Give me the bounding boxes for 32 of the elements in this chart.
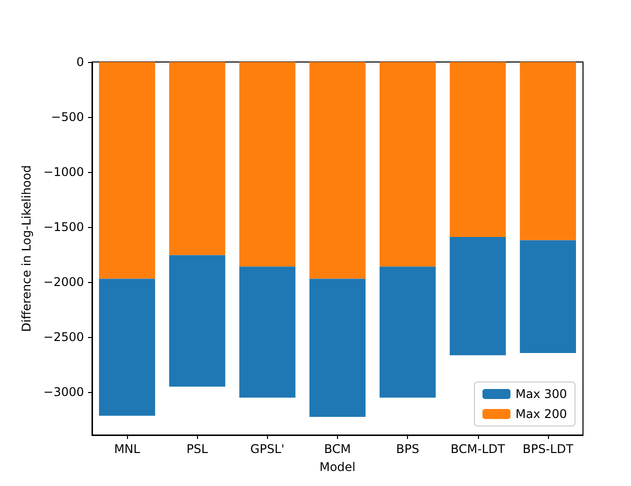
bar: [520, 62, 576, 240]
bar: [169, 62, 226, 256]
x-axis-title: Model: [319, 460, 356, 474]
bar: [169, 255, 226, 387]
x-tick-label: BCM-LDT: [450, 442, 506, 456]
x-tick-label: MNL: [114, 442, 140, 456]
x-tick-label: BCM: [324, 442, 351, 456]
y-tick-label: 0: [76, 55, 84, 69]
bar: [239, 62, 296, 267]
bar: [380, 266, 436, 398]
y-axis-title: Difference in Log-Likelihood: [20, 165, 34, 332]
x-tick-label: BPS-LDT: [522, 442, 574, 456]
bar: [309, 62, 366, 279]
bar: [239, 266, 296, 398]
y-tick-label: −2000: [43, 275, 84, 290]
legend-label: Max 200: [515, 407, 568, 421]
bar: [99, 278, 156, 416]
y-tick-label: −500: [51, 110, 84, 124]
x-tick-label: BPS: [396, 442, 420, 456]
x-tick-label: PSL: [186, 442, 208, 456]
legend-label: Max 300: [515, 387, 568, 401]
y-tick-label: −1500: [43, 220, 84, 234]
y-tick-label: −3000: [43, 385, 84, 400]
x-tick-label: GPSL': [250, 442, 284, 456]
bar: [380, 62, 436, 267]
y-tick-label: −2500: [43, 330, 84, 344]
bar: [99, 62, 156, 279]
bar: [450, 236, 506, 356]
bar: [309, 278, 366, 417]
y-tick-label: −1000: [43, 165, 84, 180]
bar: [520, 240, 576, 354]
bar: [450, 62, 506, 237]
